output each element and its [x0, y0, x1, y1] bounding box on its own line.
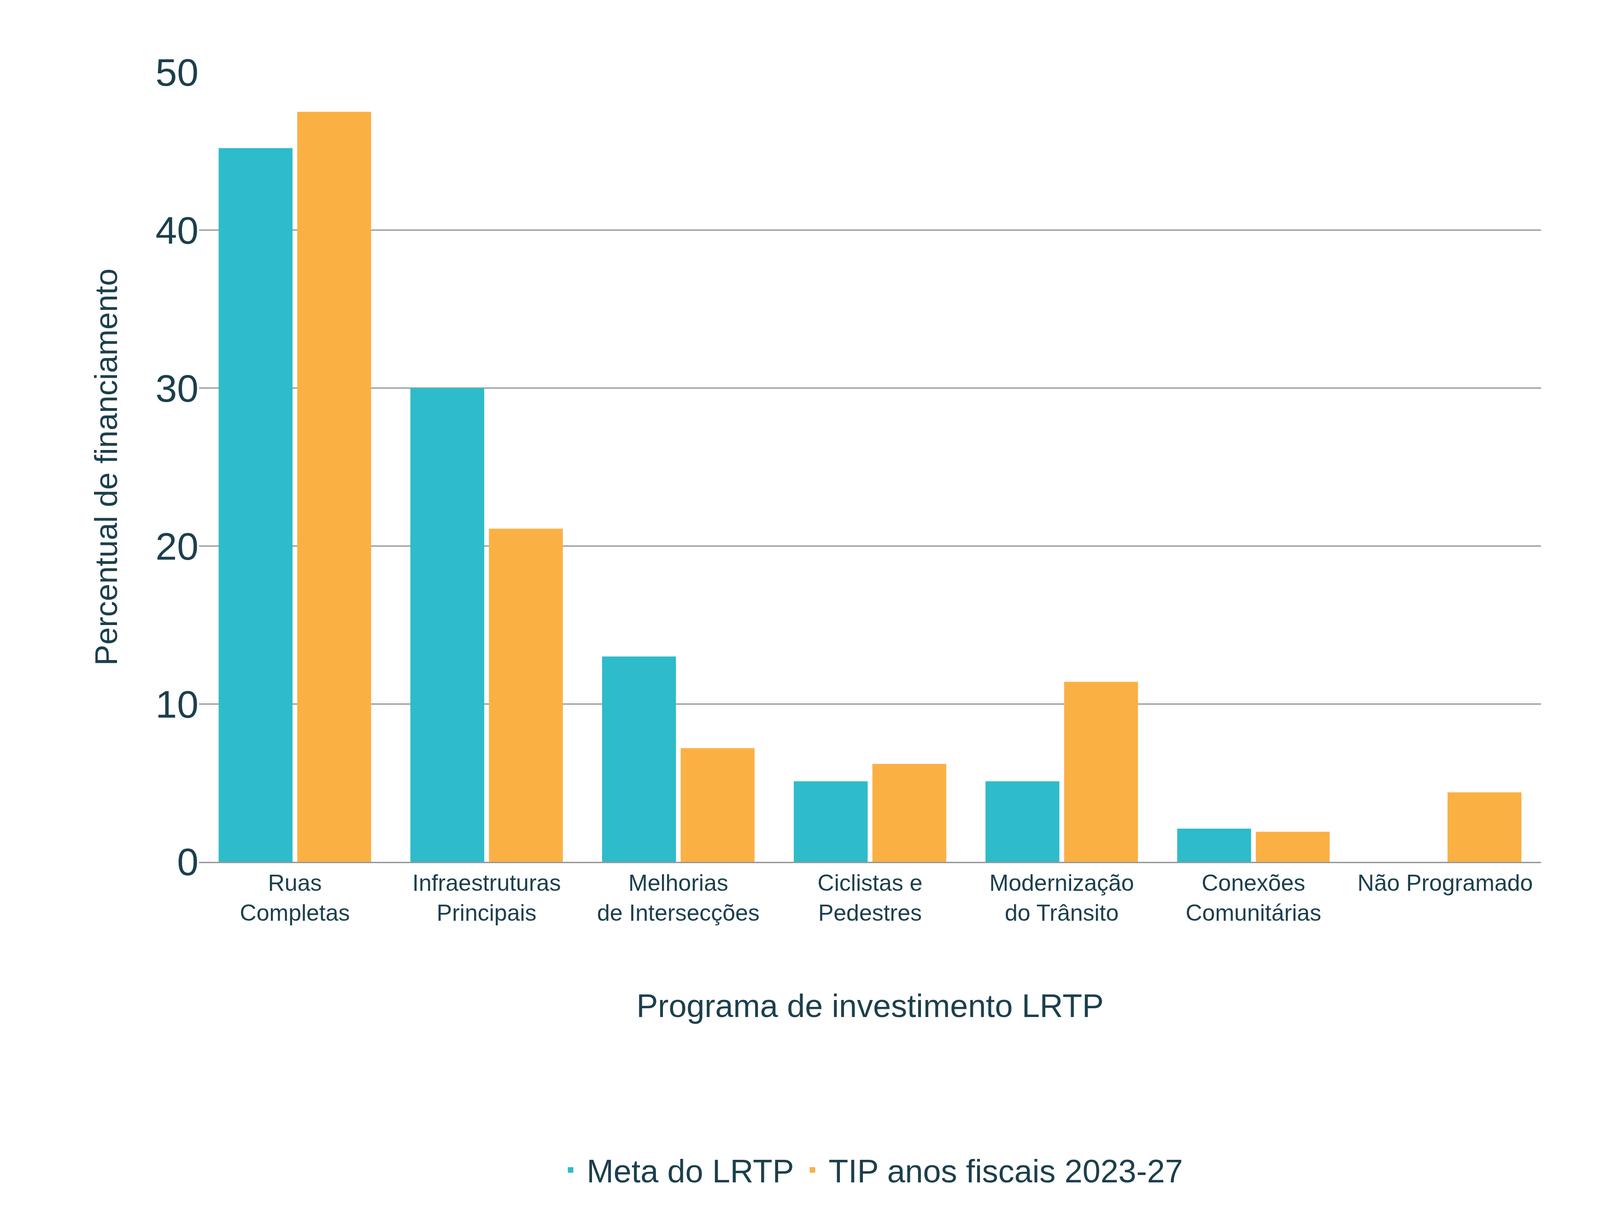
svg-text:30: 30 [155, 366, 199, 411]
svg-text:ConexõesComunitárias: ConexõesComunitárias [1185, 870, 1322, 927]
svg-text:40: 40 [155, 208, 199, 253]
svg-text:Melhoriasde Intersecções: Melhoriasde Intersecções [597, 870, 760, 927]
svg-text:20: 20 [155, 524, 199, 569]
svg-text:Não Programado: Não Programado [1357, 870, 1534, 897]
svg-text:Meta do LRTP: Meta do LRTP [586, 1153, 795, 1190]
svg-text:InfraestruturasPrincipais: InfraestruturasPrincipais [412, 870, 561, 927]
svg-text:Ciclistas ePedestres: Ciclistas ePedestres [817, 870, 923, 927]
svg-text:TIP anos fiscais 2023-27: TIP anos fiscais 2023-27 [828, 1153, 1184, 1190]
svg-text:0: 0 [176, 840, 199, 884]
svg-text:Percentual de financiamento: Percentual de financiamento [88, 268, 124, 666]
svg-text:Modernizaçãodo Trânsito: Modernizaçãodo Trânsito [989, 870, 1135, 927]
svg-text:RuasCompletas: RuasCompletas [240, 870, 351, 927]
svg-text:10: 10 [155, 682, 199, 727]
svg-text:Programa de investimento LRTP: Programa de investimento LRTP [636, 988, 1104, 1025]
svg-text:50: 50 [155, 50, 199, 94]
